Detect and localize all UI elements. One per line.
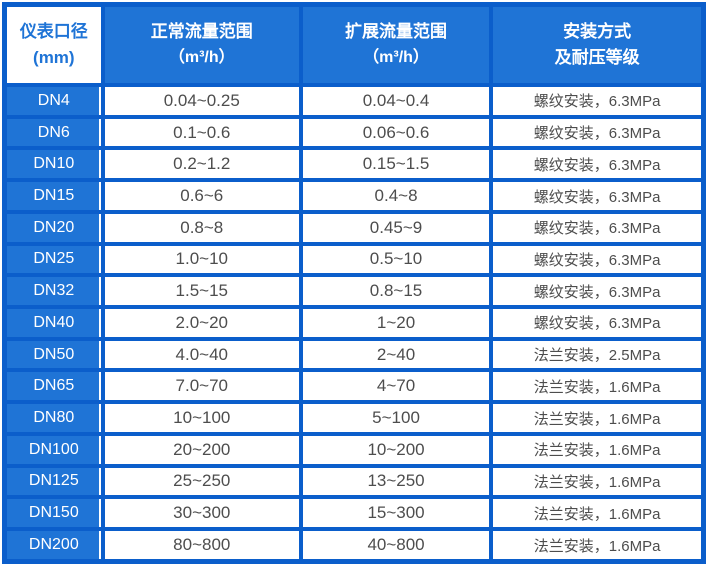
extended-range-cell: 0.8~15 [298,273,494,310]
installation-cell: 螺纹安装，6.3MPa [489,241,706,278]
normal-range-cell: 1.0~10 [100,241,303,278]
normal-range-cell: 1.5~15 [100,273,303,310]
diameter-cell: DN65 [2,368,105,405]
table-row: DN6 0.1~0.6 0.06~0.6 螺纹安装，6.3MPa [2,114,706,151]
diameter-cell: DN15 [2,178,105,214]
diameter-cell: DN125 [2,463,105,500]
extended-range-cell: 10~200 [298,431,494,468]
table-row: DN200 80~800 40~800 法兰安装，1.6MPa [2,527,706,564]
extended-range-cell: 4~70 [298,368,494,405]
normal-range-cell: 0.2~1.2 [100,146,303,183]
installation-cell: 法兰安装，1.6MPa [489,368,706,405]
normal-range-cell: 10~100 [100,400,303,436]
extended-range-cell: 40~800 [298,527,494,564]
table-row: DN25 1.0~10 0.5~10 螺纹安装，6.3MPa [2,241,706,278]
diameter-cell: DN20 [2,209,105,246]
table-row: DN50 4.0~40 2~40 法兰安装，2.5MPa [2,336,706,373]
extended-range-cell: 0.06~0.6 [298,114,494,151]
diameter-cell: DN40 [2,305,105,341]
diameter-cell: DN100 [2,431,105,468]
header-extended-range-line1: 扩展流量范围 [345,22,448,42]
installation-cell: 法兰安装，1.6MPa [489,463,706,500]
normal-range-cell: 25~250 [100,463,303,500]
normal-range-cell: 4.0~40 [100,336,303,373]
normal-range-cell: 0.1~0.6 [100,114,303,151]
normal-range-cell: 0.6~6 [100,178,303,214]
table-body: DN4 0.04~0.25 0.04~0.4 螺纹安装，6.3MPa DN6 0.1~0.… [2,83,706,564]
extended-range-cell: 0.4~8 [298,178,494,214]
table-row: DN32 1.5~15 0.8~15 螺纹安装，6.3MPa [2,273,706,310]
table-row: DN10 0.2~1.2 0.15~1.5 螺纹安装，6.3MPa [2,146,706,183]
installation-cell: 螺纹安装，6.3MPa [489,273,706,310]
extended-range-cell: 0.45~9 [298,209,494,246]
diameter-cell: DN150 [2,495,105,532]
diameter-cell: DN10 [2,146,105,183]
installation-cell: 螺纹安装，6.3MPa [489,209,706,246]
installation-cell: 螺纹安装，6.3MPa [489,178,706,214]
table-row: DN125 25~250 13~250 法兰安装，1.6MPa [2,463,706,500]
normal-range-cell: 0.04~0.25 [100,83,303,119]
table-header: 仪表口径 (mm) 正常流量范围 （m³/h） 扩展流量范围 （m³/h） 安装… [2,2,706,87]
header-installation-line1: 安装方式 [563,21,632,41]
table-row: DN100 20~200 10~200 法兰安装，1.6MPa [2,431,706,468]
diameter-cell: DN6 [2,114,105,151]
installation-cell: 螺纹安装，6.3MPa [489,305,706,341]
extended-range-cell: 1~20 [298,305,494,341]
diameter-cell: DN32 [2,273,105,310]
diameter-cell: DN4 [2,83,105,119]
extended-range-cell: 5~100 [298,400,494,436]
diameter-cell: DN80 [2,400,105,436]
normal-range-cell: 20~200 [100,431,303,468]
table-row: DN4 0.04~0.25 0.04~0.4 螺纹安装，6.3MPa [2,83,706,119]
header-diameter: 仪表口径 (mm) [2,2,105,87]
header-extended-range: 扩展流量范围 （m³/h） [298,2,494,87]
header-extended-range-line2: （m³/h） [363,48,429,66]
normal-range-cell: 30~300 [100,495,303,532]
normal-range-cell: 2.0~20 [100,305,303,341]
normal-range-cell: 7.0~70 [100,368,303,405]
header-normal-range-line2: （m³/h） [168,48,235,66]
diameter-cell: DN50 [2,336,105,373]
extended-range-cell: 0.5~10 [298,241,494,278]
diameter-cell: DN25 [2,241,105,278]
installation-cell: 法兰安装，1.6MPa [489,527,706,564]
installation-cell: 螺纹安装，6.3MPa [489,146,706,183]
header-diameter-line1: 仪表口径 [19,21,88,41]
table-row: DN20 0.8~8 0.45~9 螺纹安装，6.3MPa [2,209,706,246]
table-row: DN65 7.0~70 4~70 法兰安装，1.6MPa [2,368,706,405]
extended-range-cell: 15~300 [298,495,494,532]
header-diameter-line2: (mm) [33,48,75,67]
extended-range-cell: 2~40 [298,336,494,373]
extended-range-cell: 13~250 [298,463,494,500]
header-row: 仪表口径 (mm) 正常流量范围 （m³/h） 扩展流量范围 （m³/h） 安装… [2,2,706,87]
normal-range-cell: 80~800 [100,527,303,564]
table-row: DN150 30~300 15~300 法兰安装，1.6MPa [2,495,706,532]
installation-cell: 法兰安装，1.6MPa [489,495,706,532]
installation-cell: 法兰安装，1.6MPa [489,431,706,468]
installation-cell: 法兰安装，2.5MPa [489,336,706,373]
header-installation: 安装方式 及耐压等级 [489,2,706,87]
installation-cell: 螺纹安装，6.3MPa [489,83,706,119]
normal-range-cell: 0.8~8 [100,209,303,246]
installation-cell: 螺纹安装，6.3MPa [489,114,706,151]
header-normal-range-line1: 正常流量范围 [150,22,253,42]
diameter-cell: DN200 [2,527,105,564]
header-installation-line2: 及耐压等级 [554,48,640,67]
header-normal-range: 正常流量范围 （m³/h） [100,2,303,87]
installation-cell: 法兰安装，1.6MPa [489,400,706,436]
table-row: DN40 2.0~20 1~20 螺纹安装，6.3MPa [2,305,706,341]
table-row: DN80 10~100 5~100 法兰安装，1.6MPa [2,400,706,436]
table-row: DN15 0.6~6 0.4~8 螺纹安装，6.3MPa [2,178,706,214]
extended-range-cell: 0.15~1.5 [298,146,494,183]
extended-range-cell: 0.04~0.4 [298,83,494,119]
